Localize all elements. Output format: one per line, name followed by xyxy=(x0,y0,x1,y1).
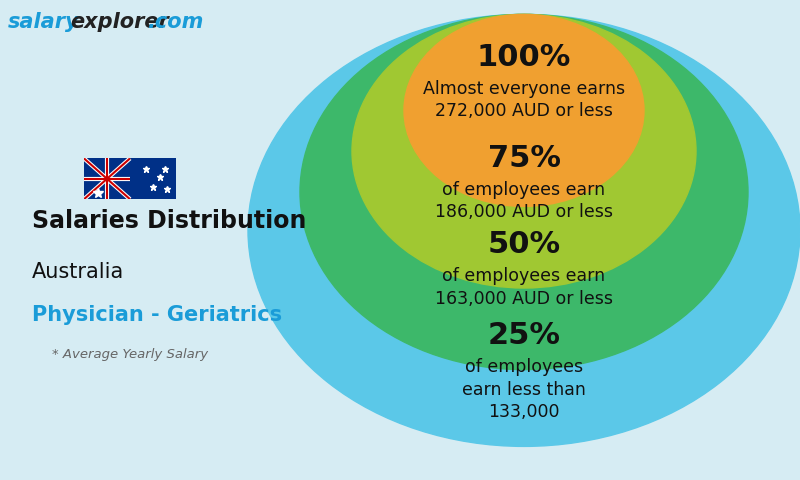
Text: 186,000 AUD or less: 186,000 AUD or less xyxy=(435,203,613,221)
Text: 50%: 50% xyxy=(487,230,561,259)
Ellipse shape xyxy=(404,14,644,206)
Text: 75%: 75% xyxy=(487,144,561,173)
Text: 100%: 100% xyxy=(477,43,571,72)
Text: .com: .com xyxy=(147,12,203,32)
Text: earn less than: earn less than xyxy=(462,381,586,399)
Text: of employees: of employees xyxy=(465,358,583,376)
Text: Salaries Distribution: Salaries Distribution xyxy=(32,209,306,233)
Text: Australia: Australia xyxy=(32,262,124,282)
Text: explorer: explorer xyxy=(70,12,169,32)
Ellipse shape xyxy=(352,14,696,288)
Text: 25%: 25% xyxy=(487,322,561,350)
Ellipse shape xyxy=(300,14,748,370)
Text: Physician - Geriatrics: Physician - Geriatrics xyxy=(32,305,282,325)
Text: * Average Yearly Salary: * Average Yearly Salary xyxy=(52,348,208,361)
Ellipse shape xyxy=(248,14,800,446)
Text: 133,000: 133,000 xyxy=(488,403,560,421)
Text: of employees earn: of employees earn xyxy=(442,267,606,285)
Text: of employees earn: of employees earn xyxy=(442,180,606,199)
Text: 272,000 AUD or less: 272,000 AUD or less xyxy=(435,102,613,120)
Text: Almost everyone earns: Almost everyone earns xyxy=(423,80,625,98)
Text: 163,000 AUD or less: 163,000 AUD or less xyxy=(435,289,613,308)
Text: salary: salary xyxy=(8,12,80,32)
